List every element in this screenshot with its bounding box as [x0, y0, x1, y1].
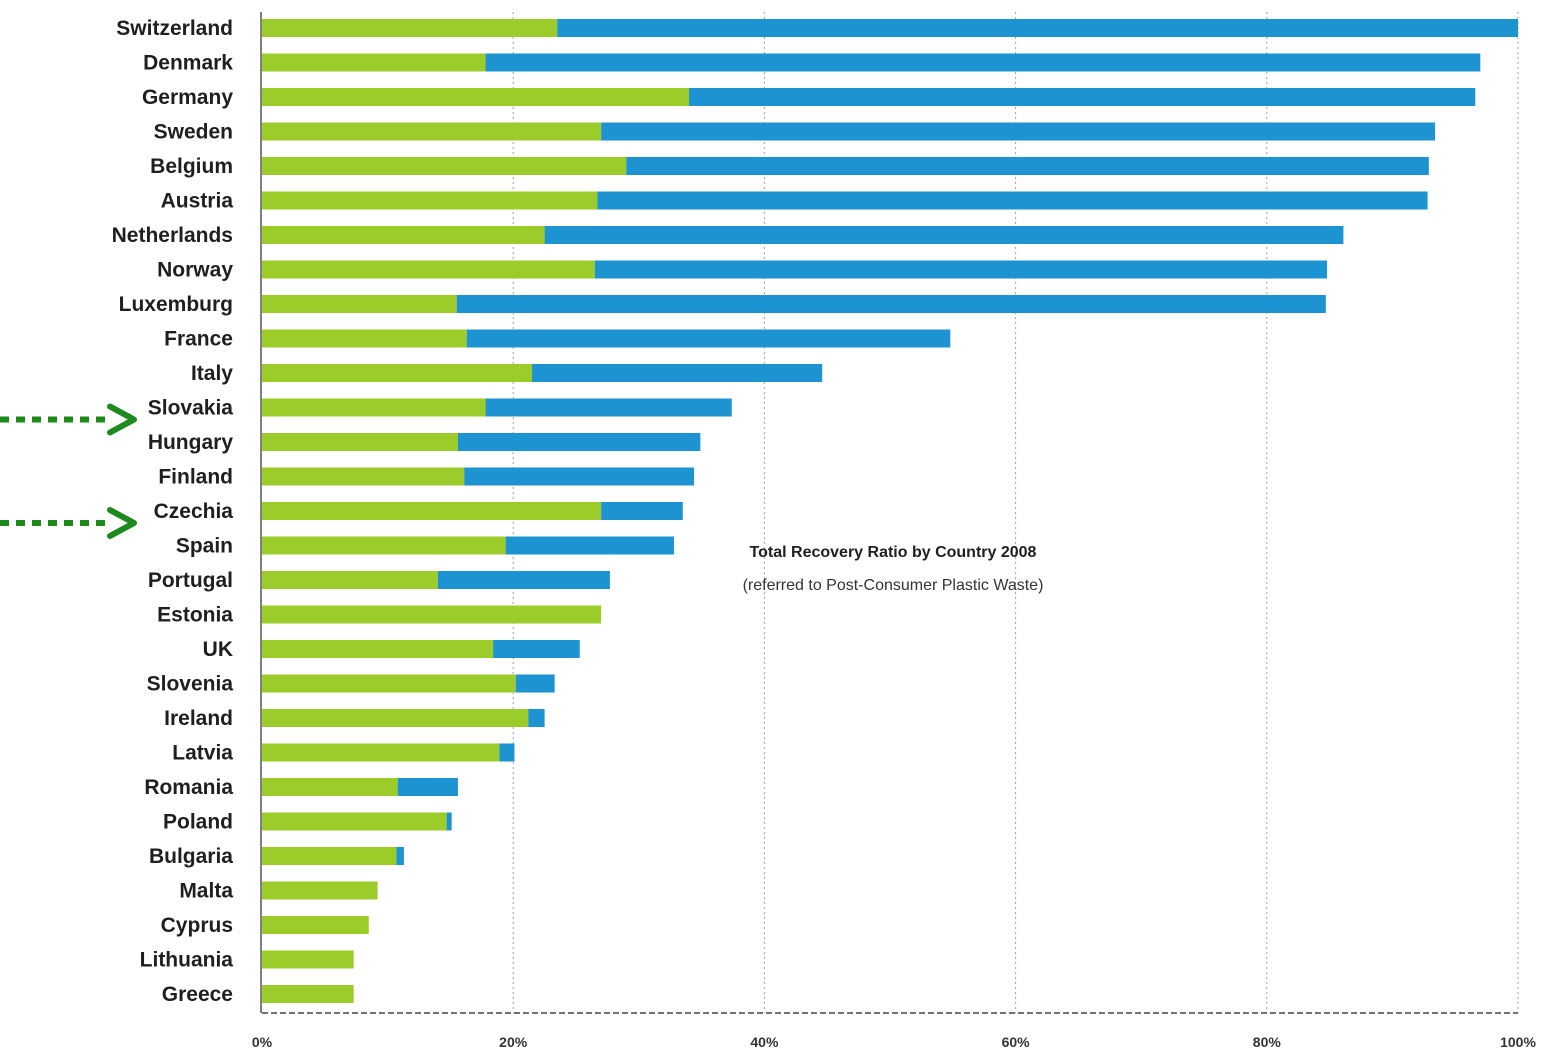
- category-label: Slovakia: [148, 397, 234, 420]
- category-label: Portugal: [148, 569, 233, 592]
- bar-segment-1: [262, 674, 516, 693]
- category-label: Estonia: [157, 604, 233, 627]
- category-label: Malta: [179, 880, 233, 903]
- category-label: Sweden: [154, 121, 233, 144]
- bar-segment-1: [262, 157, 627, 175]
- category-label: Netherlands: [112, 224, 233, 247]
- bar-segment-2: [446, 812, 452, 831]
- bar-segment-2: [515, 674, 555, 693]
- category-label: France: [164, 328, 233, 351]
- bar-segment-2: [689, 88, 1476, 106]
- bar-segment-1: [262, 53, 486, 72]
- bar-segment-2: [597, 191, 1428, 210]
- bar-segment-1: [262, 985, 354, 1003]
- category-label: Czechia: [154, 500, 234, 523]
- x-tick-label: 60%: [1002, 1034, 1031, 1050]
- category-label: Ireland: [164, 707, 233, 730]
- bar-segment-1: [262, 640, 494, 658]
- category-label: Spain: [176, 535, 233, 558]
- category-label: Luxemburg: [119, 293, 233, 316]
- category-label: Switzerland: [116, 17, 233, 40]
- bar-segment-2: [457, 433, 701, 451]
- bar-segment-2: [464, 467, 695, 486]
- x-tick-label: 80%: [1253, 1034, 1282, 1050]
- bar-segment-1: [262, 709, 529, 727]
- x-tick-label: 40%: [750, 1034, 779, 1050]
- category-label: Norway: [157, 259, 233, 282]
- bar-segment-2: [456, 295, 1326, 313]
- bar-segment-1: [262, 536, 506, 555]
- bar-segment-2: [485, 53, 1481, 72]
- category-label: UK: [203, 638, 233, 661]
- bar-segment-1: [262, 881, 378, 900]
- bar-segment-1: [262, 329, 467, 348]
- chart-subtitle: (referred to Post-Consumer Plastic Waste…: [743, 577, 1044, 594]
- x-tick-label: 20%: [499, 1034, 528, 1050]
- bar-segment-1: [262, 88, 690, 106]
- bar-segment-2: [626, 157, 1429, 175]
- bar-segment-2: [466, 329, 951, 348]
- category-label: Belgium: [150, 155, 233, 178]
- category-label: Austria: [161, 190, 234, 213]
- bar-segment-1: [262, 571, 438, 589]
- bar-segment-1: [262, 19, 558, 37]
- category-label: Germany: [142, 86, 233, 109]
- bar-segment-1: [262, 812, 447, 831]
- bar-segment-2: [544, 226, 1344, 244]
- bar-segment-2: [397, 778, 458, 796]
- category-label: Poland: [163, 811, 233, 834]
- bar-segment-2: [557, 19, 1518, 37]
- bar-segment-1: [262, 502, 602, 520]
- annotation-arrow-head: [107, 507, 137, 539]
- bar-segment-1: [262, 226, 545, 244]
- bar-segment-2: [499, 743, 515, 762]
- bar-segment-2: [532, 364, 823, 382]
- category-label: Slovenia: [147, 673, 234, 696]
- bar-segment-1: [262, 295, 457, 313]
- category-label: Greece: [162, 983, 233, 1006]
- category-label: Denmark: [143, 52, 233, 75]
- bar-segment-1: [262, 398, 486, 417]
- bar-segment-2: [396, 847, 404, 865]
- x-tick-label: 100%: [1500, 1034, 1536, 1050]
- bar-segment-1: [262, 260, 595, 279]
- category-label: Romania: [144, 776, 233, 799]
- bar-segment-1: [262, 605, 602, 624]
- category-label: Cyprus: [161, 914, 233, 937]
- category-label: Finland: [158, 466, 233, 489]
- bar-segment-1: [262, 122, 602, 141]
- category-label: Bulgaria: [149, 845, 233, 868]
- annotation-arrow-head: [107, 403, 137, 436]
- bar-segment-1: [262, 950, 354, 969]
- bar-segment-1: [262, 433, 458, 451]
- category-label: Lithuania: [140, 949, 234, 972]
- x-tick-label: 0%: [252, 1034, 273, 1050]
- bar-segment-2: [594, 260, 1328, 279]
- category-label: Italy: [191, 362, 233, 385]
- bar-segment-1: [262, 743, 500, 762]
- bar-segment-2: [601, 502, 683, 520]
- bar-segment-2: [505, 536, 674, 555]
- chart-title: Total Recovery Ratio by Country 2008: [750, 544, 1037, 561]
- bar-segment-1: [262, 916, 369, 934]
- bar-segment-1: [262, 778, 398, 796]
- bar-segment-1: [262, 191, 598, 210]
- bar-segment-2: [493, 640, 580, 658]
- category-label: Hungary: [148, 431, 234, 454]
- category-label: Latvia: [172, 742, 233, 765]
- bar-segment-2: [485, 398, 732, 417]
- bar-segment-2: [528, 709, 545, 727]
- bar-segment-1: [262, 364, 533, 382]
- bar-segment-1: [262, 847, 397, 865]
- bar-segment-2: [437, 571, 610, 589]
- bar-segment-1: [262, 467, 465, 486]
- bar-segment-2: [601, 122, 1436, 141]
